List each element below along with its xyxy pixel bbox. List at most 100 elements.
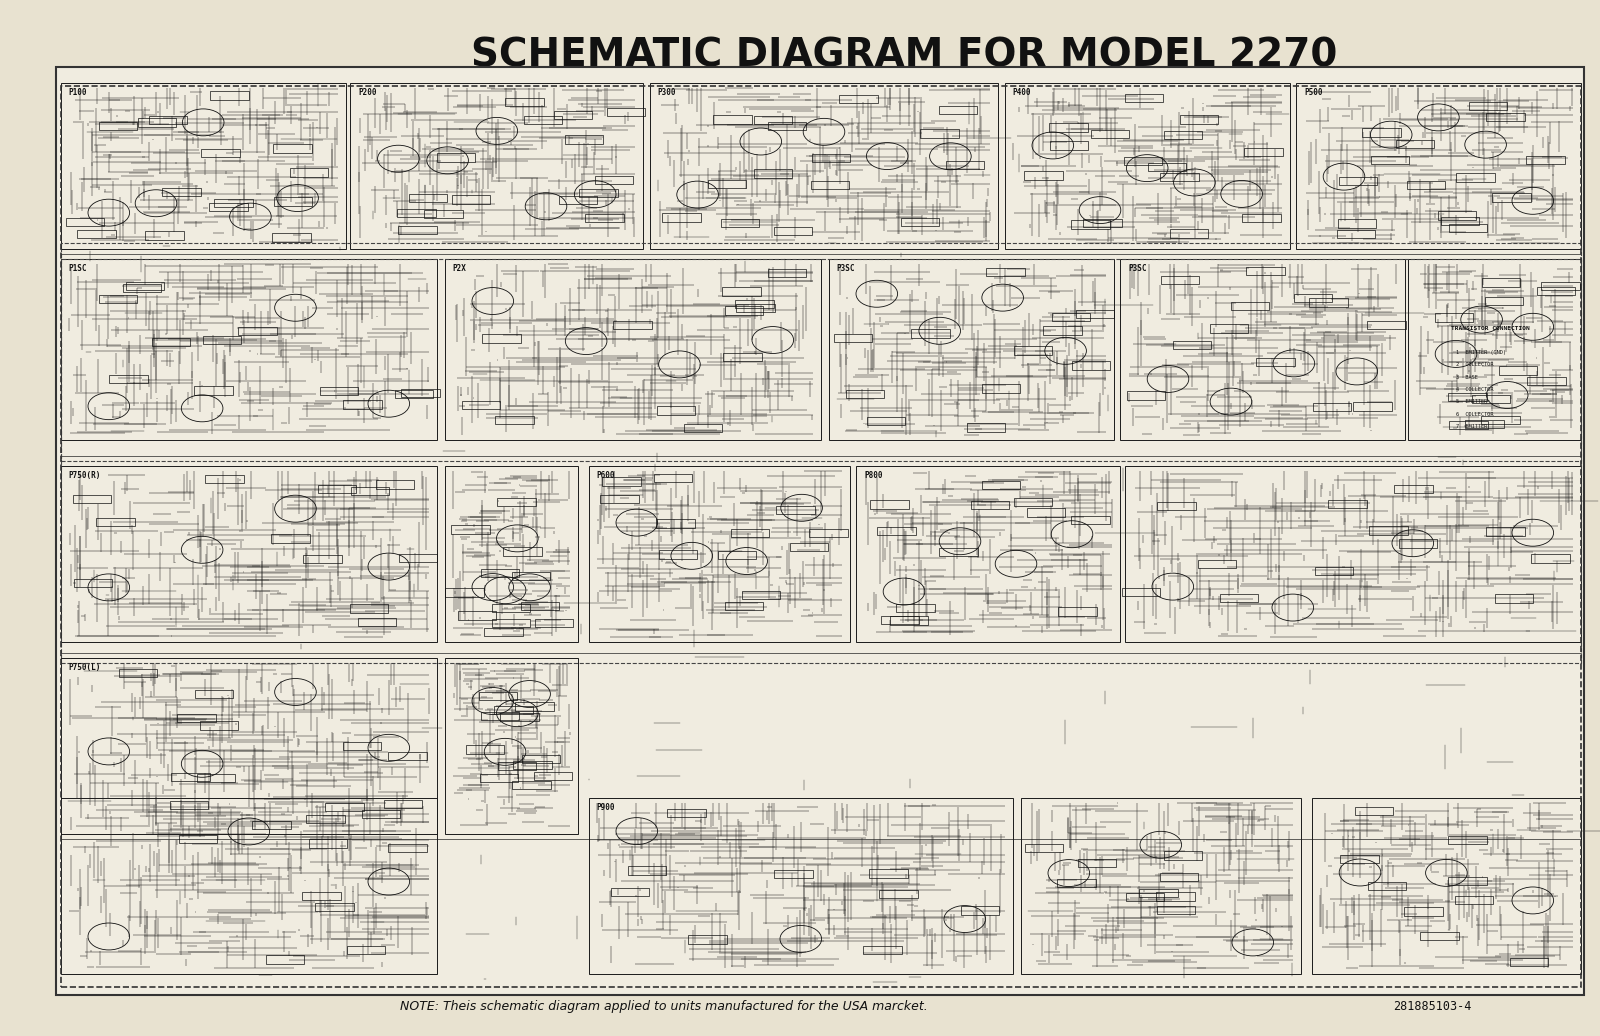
Bar bbox=[1469, 103, 1507, 111]
Bar bbox=[1053, 313, 1091, 321]
Bar bbox=[74, 495, 112, 503]
Bar bbox=[1442, 217, 1480, 225]
Bar bbox=[939, 106, 978, 114]
Bar bbox=[595, 176, 634, 184]
Bar bbox=[458, 611, 496, 620]
Bar bbox=[720, 219, 758, 227]
Text: 5  EMITTER: 5 EMITTER bbox=[1456, 400, 1488, 404]
Bar bbox=[290, 168, 328, 176]
Bar bbox=[274, 197, 312, 205]
Bar bbox=[109, 375, 147, 383]
Bar bbox=[398, 554, 437, 563]
Text: P300: P300 bbox=[658, 88, 677, 97]
Bar bbox=[565, 136, 603, 144]
Bar bbox=[810, 528, 848, 537]
Text: NOTE: Theis schematic diagram applied to units manufactured for the USA marcket.: NOTE: Theis schematic diagram applied to… bbox=[400, 1000, 928, 1013]
Bar bbox=[1160, 872, 1198, 881]
Text: P800: P800 bbox=[864, 471, 883, 481]
Bar bbox=[1059, 607, 1098, 615]
Bar bbox=[493, 604, 531, 612]
Bar bbox=[99, 122, 138, 131]
Bar bbox=[482, 712, 520, 720]
Bar bbox=[315, 903, 354, 912]
Bar bbox=[1454, 896, 1493, 904]
Bar bbox=[534, 618, 573, 627]
Bar bbox=[66, 219, 104, 227]
Text: TRANSISTOR CONNECTION: TRANSISTOR CONNECTION bbox=[1451, 326, 1530, 332]
Bar bbox=[384, 800, 422, 808]
Bar bbox=[478, 692, 517, 700]
Bar bbox=[731, 529, 770, 538]
Bar bbox=[1448, 393, 1486, 401]
Bar bbox=[320, 387, 358, 396]
Bar bbox=[402, 388, 440, 397]
Bar bbox=[939, 548, 978, 556]
Bar bbox=[1486, 113, 1525, 121]
Bar bbox=[1341, 855, 1379, 863]
Bar bbox=[1091, 130, 1130, 138]
Bar bbox=[1210, 324, 1248, 333]
Bar bbox=[272, 233, 310, 241]
Bar bbox=[707, 180, 746, 189]
Bar bbox=[1526, 156, 1565, 165]
Bar bbox=[1013, 498, 1051, 507]
Bar bbox=[1021, 798, 1301, 974]
Bar bbox=[1448, 877, 1486, 886]
Bar bbox=[1083, 219, 1122, 227]
Bar bbox=[1160, 173, 1198, 181]
Bar bbox=[1354, 402, 1392, 410]
Bar bbox=[856, 466, 1120, 642]
Bar bbox=[437, 153, 475, 162]
Text: P1SC: P1SC bbox=[69, 264, 88, 274]
Bar bbox=[1406, 180, 1445, 189]
Bar bbox=[498, 761, 536, 770]
Bar bbox=[1024, 171, 1062, 179]
Bar bbox=[1219, 594, 1258, 602]
Bar bbox=[912, 329, 950, 338]
Bar bbox=[982, 384, 1021, 393]
Bar bbox=[774, 227, 813, 235]
Bar bbox=[424, 209, 462, 218]
Bar bbox=[966, 424, 1005, 432]
Bar bbox=[61, 83, 346, 249]
Bar bbox=[1482, 415, 1520, 424]
Bar bbox=[61, 259, 437, 440]
Bar bbox=[1125, 466, 1581, 642]
Bar bbox=[654, 474, 693, 483]
Bar bbox=[344, 400, 382, 408]
Bar bbox=[662, 213, 701, 222]
Bar bbox=[1482, 279, 1520, 287]
Bar bbox=[688, 936, 726, 944]
Bar bbox=[754, 116, 792, 124]
Bar bbox=[171, 773, 210, 781]
Bar bbox=[768, 122, 806, 131]
Bar bbox=[1395, 140, 1434, 148]
Bar bbox=[118, 669, 157, 678]
Bar bbox=[1448, 836, 1486, 844]
Bar bbox=[318, 485, 357, 493]
Text: SCHEMATIC DIAGRAM FOR MODEL 2270: SCHEMATIC DIAGRAM FOR MODEL 2270 bbox=[470, 36, 1338, 75]
Bar bbox=[867, 416, 906, 425]
Bar bbox=[451, 195, 490, 203]
Bar bbox=[1147, 163, 1186, 171]
Bar bbox=[1173, 341, 1211, 349]
Bar bbox=[1355, 807, 1394, 815]
Bar bbox=[736, 300, 774, 309]
Bar bbox=[1456, 173, 1494, 181]
Bar bbox=[1394, 485, 1432, 493]
Bar bbox=[306, 815, 344, 824]
Text: P500: P500 bbox=[1304, 88, 1323, 97]
Bar bbox=[834, 334, 872, 342]
Text: 7  EMITTER: 7 EMITTER bbox=[1456, 425, 1488, 429]
Bar bbox=[162, 189, 200, 197]
Bar bbox=[272, 535, 310, 543]
Bar bbox=[397, 208, 435, 217]
Bar bbox=[811, 180, 850, 189]
Bar bbox=[1309, 298, 1347, 307]
Bar bbox=[96, 518, 134, 526]
Text: P600: P600 bbox=[597, 471, 616, 481]
Bar bbox=[1541, 282, 1579, 290]
Bar bbox=[683, 424, 722, 432]
Bar bbox=[389, 752, 427, 760]
Bar bbox=[514, 760, 552, 769]
